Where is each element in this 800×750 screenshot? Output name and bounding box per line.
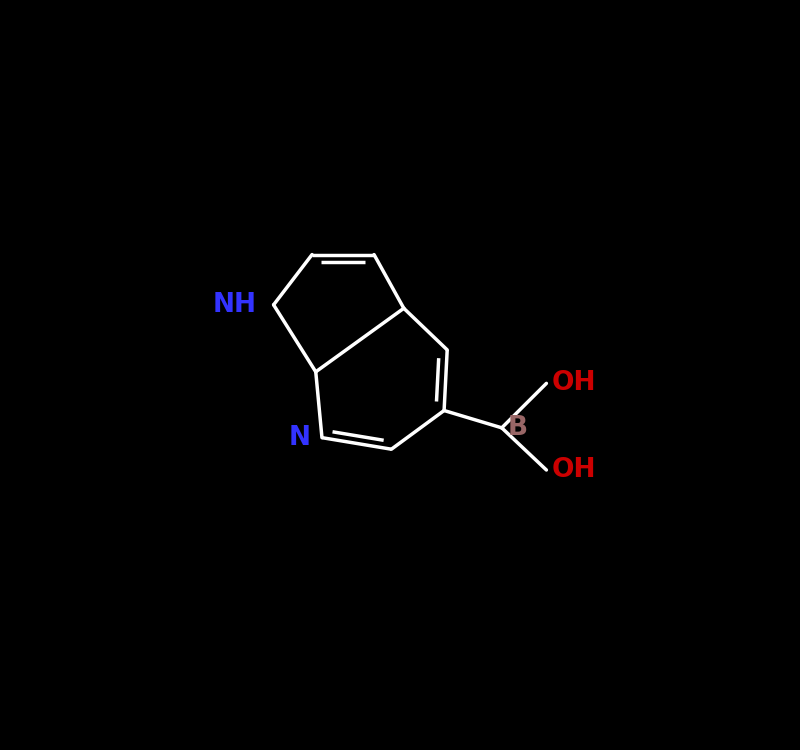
Text: NH: NH	[212, 292, 256, 318]
Text: B: B	[508, 415, 528, 441]
Text: N: N	[289, 424, 310, 451]
Text: OH: OH	[551, 457, 596, 483]
Text: OH: OH	[551, 370, 596, 396]
